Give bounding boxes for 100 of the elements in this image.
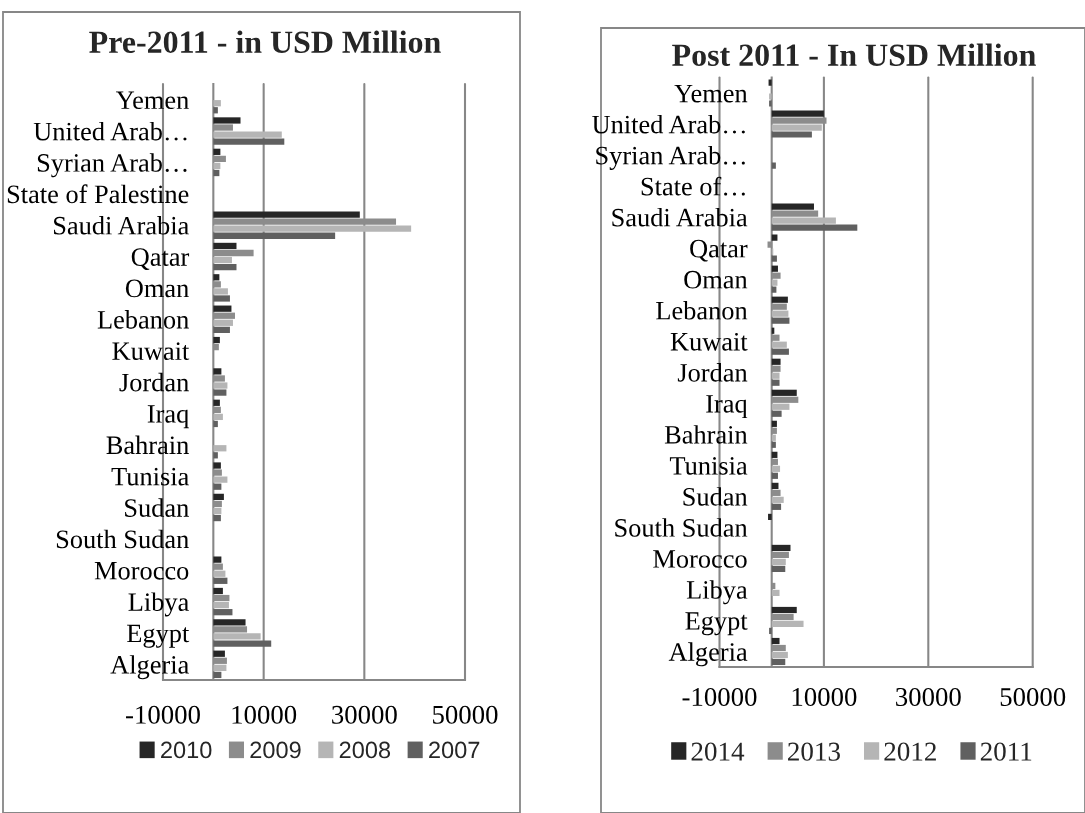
bar (771, 372, 780, 379)
legend-label: 2008 (339, 741, 391, 759)
y-tick-label: Jordan (119, 372, 189, 392)
y-tick-label: United Arab… (33, 121, 187, 141)
bar (213, 336, 220, 344)
y-tick-label: Oman (684, 270, 748, 289)
y-tick-label: South Sudan (615, 518, 748, 537)
bar (771, 110, 824, 117)
bar (771, 341, 787, 348)
bar (771, 465, 781, 472)
bar (771, 434, 776, 441)
bar (771, 317, 790, 324)
x-tick-label: 30000 (332, 705, 397, 724)
bar (771, 637, 780, 645)
y-tick-label: State of Palestine (7, 184, 189, 204)
bar (771, 203, 814, 210)
bar (213, 420, 218, 428)
y-tick-label: Sudan (125, 498, 189, 517)
bar (213, 452, 218, 459)
bar (213, 148, 221, 155)
bar (768, 79, 772, 86)
bar (771, 441, 776, 448)
bar (771, 558, 786, 565)
bar (213, 117, 241, 124)
bar (771, 124, 822, 131)
y-tick-label: Syrian Arab… (37, 153, 187, 178)
y-tick-label: Oman (125, 279, 189, 298)
bar (771, 224, 858, 231)
bar (771, 389, 797, 396)
bar (213, 100, 221, 107)
y-tick-label: Jordan (677, 363, 748, 382)
bar (213, 382, 228, 389)
bar (213, 211, 360, 218)
bar (771, 403, 790, 410)
y-tick-label: Libya (686, 580, 748, 605)
bar (213, 650, 225, 657)
bar (771, 255, 777, 262)
x-tick-label: -10000 (126, 705, 200, 724)
x-tick-label: 10000 (232, 705, 297, 724)
y-tick-label: Algeria (668, 642, 748, 667)
bar (213, 445, 227, 452)
bar (213, 242, 237, 250)
bar (213, 138, 285, 145)
y-tick-label: Sudan (683, 487, 748, 506)
bar (213, 305, 232, 312)
bar (213, 232, 336, 239)
bar (771, 410, 782, 417)
bar (213, 319, 233, 326)
bar (769, 627, 772, 635)
y-tick-label: United Arab… (592, 114, 745, 134)
bar (771, 606, 797, 614)
bar (213, 256, 232, 264)
bar (769, 100, 772, 107)
y-tick-label: Yemen (674, 84, 748, 103)
bar (213, 483, 222, 490)
y-tick-label: Egypt (685, 612, 748, 636)
bar (771, 620, 804, 628)
bar (768, 513, 772, 521)
bar (771, 658, 786, 666)
legend-label: 2009 (250, 741, 301, 759)
y-tick-label: Yemen (116, 91, 189, 110)
y-tick-label: Syrian Arab… (596, 145, 745, 170)
y-tick-label: Tunisia (111, 467, 189, 486)
bar (213, 274, 220, 281)
bar (213, 288, 228, 295)
bar (213, 609, 233, 616)
y-tick-label: State of… (641, 176, 745, 196)
chart-title: Pre-2011 - in USD Million (89, 30, 441, 53)
y-tick-label: Bahrain (664, 425, 748, 444)
bar (213, 263, 237, 271)
y-tick-label: Saudi Arabia (612, 207, 748, 227)
bar (213, 640, 272, 647)
legend-label: 2013 (788, 742, 840, 761)
bar (771, 310, 789, 317)
x-tick-label: 50000 (433, 705, 498, 724)
x-tick-label: 50000 (1000, 687, 1066, 706)
bar (213, 107, 218, 114)
bar (771, 358, 781, 365)
bar (213, 295, 230, 302)
bar (771, 589, 780, 597)
y-tick-label: South Sudan (56, 529, 189, 549)
bar (213, 507, 222, 515)
legend-label: 2010 (161, 741, 212, 759)
bar (213, 633, 261, 640)
y-tick-label: Qatar (131, 248, 190, 270)
y-tick-label: Egypt (127, 624, 190, 648)
bar (213, 162, 221, 170)
bar (771, 420, 777, 427)
bar (213, 462, 221, 469)
y-tick-label: Morocco (94, 562, 189, 580)
y-tick-label: Qatar (690, 239, 748, 262)
bar (213, 131, 282, 138)
y-tick-label: Kuwait (112, 342, 190, 361)
bar (771, 496, 784, 503)
x-tick-label: 10000 (792, 687, 857, 706)
bar (213, 399, 220, 406)
bar (213, 225, 412, 232)
bar (771, 296, 788, 303)
bar (771, 265, 778, 272)
bar (213, 587, 223, 595)
